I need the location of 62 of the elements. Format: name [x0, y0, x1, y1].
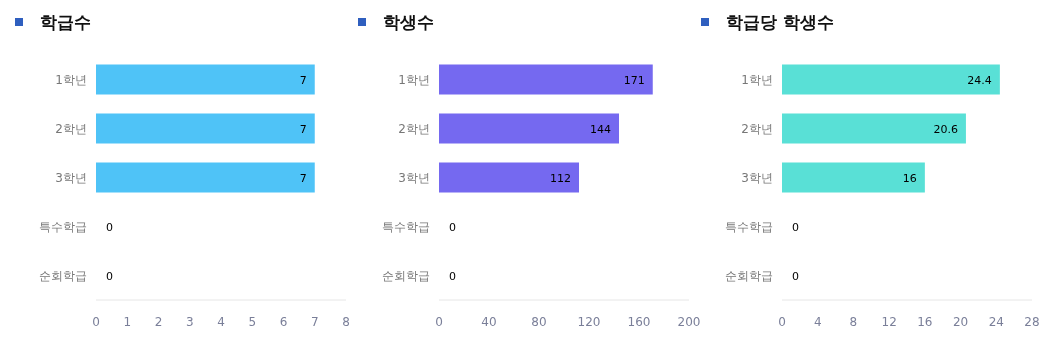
data-label: 0 — [106, 269, 113, 283]
data-label: 7 — [299, 73, 307, 87]
x-tick-label: 4 — [813, 315, 822, 329]
data-label: 0 — [106, 220, 113, 234]
x-tick-label: 4 — [217, 315, 225, 329]
x-tick-label: 12 — [881, 315, 897, 329]
y-tick-label: 2학년 — [741, 121, 773, 136]
x-tick-label: 16 — [917, 315, 933, 329]
x-tick-label: 200 — [677, 315, 701, 329]
chart-title: 학급수 — [40, 12, 91, 32]
y-tick-label: 1학년 — [741, 72, 773, 87]
x-tick-label: 160 — [627, 315, 651, 329]
x-tick-label: 0 — [435, 315, 443, 329]
x-tick-label: 3 — [185, 315, 194, 329]
x-tick-label: 20 — [952, 315, 969, 329]
y-tick-label: 2학년 — [398, 121, 430, 136]
y-tick-label: 2학년 — [55, 121, 87, 136]
bar — [439, 162, 579, 193]
data-label: 171 — [623, 73, 645, 87]
data-label: 7 — [299, 122, 307, 136]
y-tick-label: 특수학급 — [382, 219, 430, 234]
chart-title: 학급당 학생수 — [726, 12, 834, 32]
data-label: 0 — [449, 269, 456, 283]
x-tick-label: 24 — [988, 315, 1004, 329]
data-label: 24.4 — [967, 73, 992, 87]
x-tick-label: 2 — [154, 315, 163, 329]
y-tick-label: 1학년 — [55, 72, 87, 87]
y-tick-label: 순회학급 — [39, 268, 87, 283]
data-label: 0 — [792, 220, 799, 234]
y-tick-label: 순회학급 — [382, 268, 430, 283]
x-tick-label: 0 — [92, 315, 100, 329]
x-tick-label: 28 — [1024, 315, 1040, 329]
y-tick-label: 3학년 — [741, 170, 773, 185]
data-label: 20.6 — [933, 122, 958, 136]
x-tick-label: 7 — [310, 315, 319, 329]
bar — [782, 64, 1000, 95]
y-tick-label: 3학년 — [398, 170, 430, 185]
bar — [782, 162, 925, 193]
data-label: 0 — [792, 269, 799, 283]
x-tick-label: 1 — [123, 315, 132, 329]
y-tick-label: 순회학급 — [725, 268, 773, 283]
x-tick-label: 8 — [342, 315, 350, 329]
y-tick-label: 특수학급 — [725, 219, 773, 234]
x-tick-label: 0 — [778, 315, 786, 329]
x-tick-label: 6 — [279, 315, 288, 329]
y-tick-label: 3학년 — [55, 170, 87, 185]
data-label: 144 — [590, 122, 611, 136]
x-tick-label: 40 — [481, 315, 497, 329]
x-tick-label: 120 — [577, 315, 601, 329]
data-label: 16 — [902, 171, 917, 185]
x-tick-label: 5 — [248, 315, 257, 329]
bar — [439, 64, 653, 95]
x-tick-label: 80 — [531, 315, 547, 329]
y-tick-label: 1학년 — [398, 72, 430, 87]
bar — [439, 113, 619, 144]
data-label: 7 — [299, 171, 307, 185]
data-label: 0 — [449, 220, 456, 234]
y-tick-label: 특수학급 — [39, 219, 87, 234]
x-tick-label: 8 — [849, 315, 858, 329]
bar — [782, 113, 966, 144]
chart-title: 학생수 — [383, 12, 434, 32]
data-label: 112 — [550, 171, 571, 185]
